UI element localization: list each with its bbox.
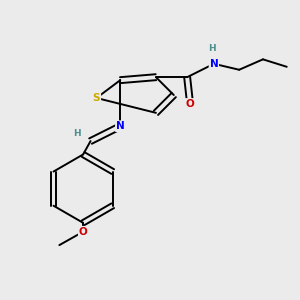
- Text: O: O: [186, 99, 194, 109]
- Text: N: N: [209, 59, 218, 69]
- Text: H: H: [74, 129, 81, 138]
- Text: N: N: [116, 121, 125, 131]
- Text: S: S: [93, 93, 100, 103]
- Text: H: H: [208, 44, 216, 53]
- Text: O: O: [79, 227, 88, 237]
